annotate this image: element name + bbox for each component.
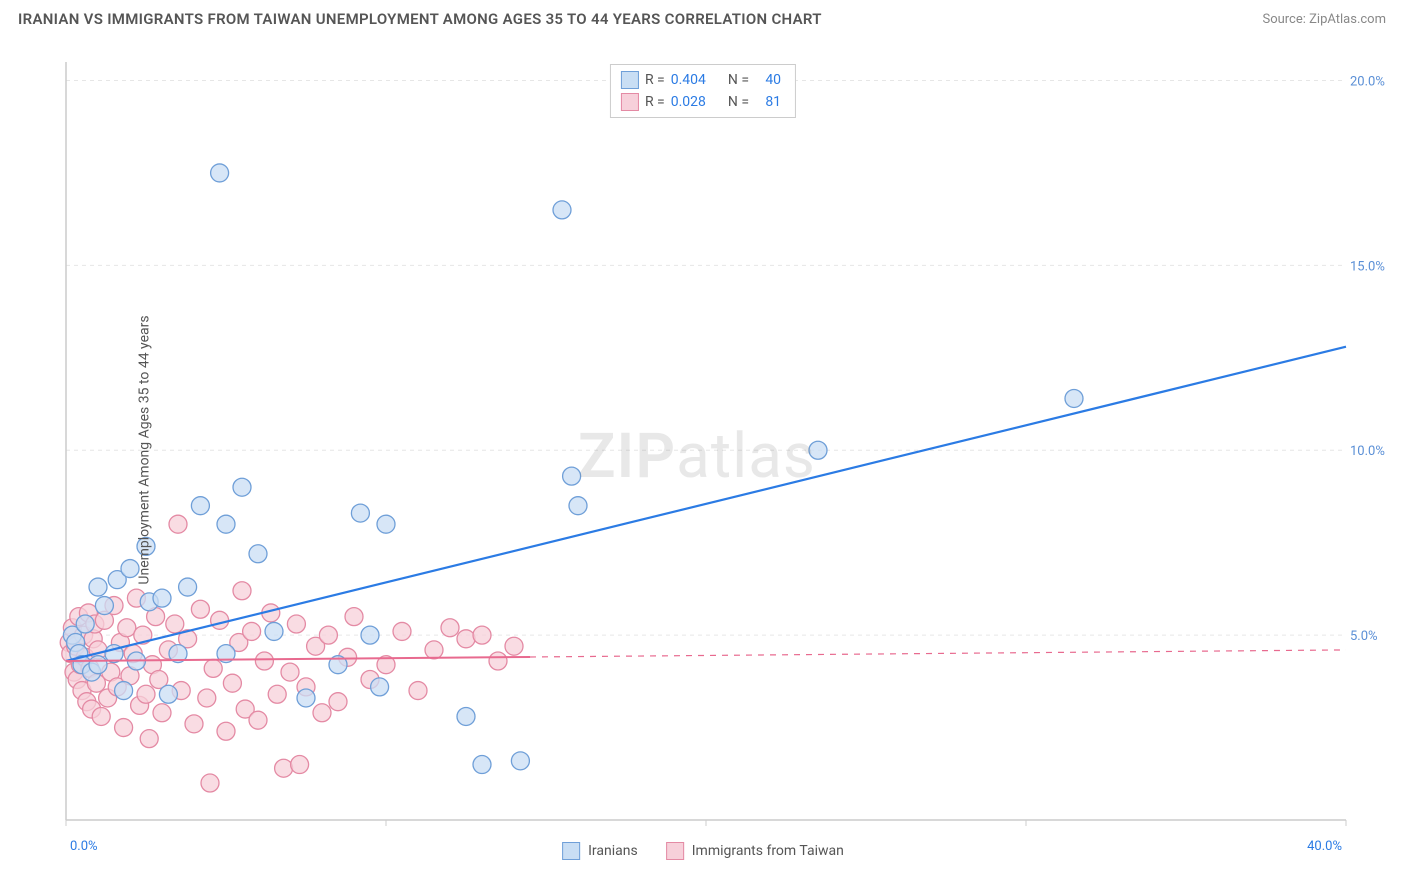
data-point [393,622,411,640]
data-point [473,626,491,644]
r-label: R = [645,91,665,113]
legend-correlation: R = 0.404 N = 40 R = 0.028 N = 81 [610,64,796,118]
data-point [89,578,107,596]
y-tick-label: 15.0% [1350,259,1385,274]
data-point [223,674,241,692]
data-point [166,615,184,633]
data-point [211,611,229,629]
legend-swatch [621,71,639,89]
data-point [409,682,427,700]
legend-swatch [621,93,639,111]
data-point [140,730,158,748]
data-point [217,515,235,533]
data-point [233,478,251,496]
data-point [243,622,261,640]
data-point [511,752,529,770]
data-point [319,626,337,644]
data-point [297,689,315,707]
data-point [265,622,283,640]
data-point [153,589,171,607]
data-point [425,641,443,659]
legend-item: Iranians [562,842,638,860]
data-point [809,441,827,459]
data-point [569,497,587,515]
data-point [329,693,347,711]
data-point [553,201,571,219]
legend-row: R = 0.404 N = 40 [621,69,781,91]
data-point [377,515,395,533]
data-point [249,711,267,729]
data-point [275,759,293,777]
data-point [281,663,299,681]
n-label: N = [728,69,749,91]
chart-title: IRANIAN VS IMMIGRANTS FROM TAIWAN UNEMPL… [18,10,822,28]
legend-label: Iranians [588,843,638,859]
data-point [249,545,267,563]
data-point [313,704,331,722]
data-point [371,678,389,696]
data-point [1065,389,1083,407]
data-point [255,652,273,670]
data-point [92,707,110,725]
data-point [153,704,171,722]
source-label: Source: ZipAtlas.com [1262,12,1386,27]
data-point [563,467,581,485]
x-tick-label: 0.0% [70,839,98,854]
data-point [287,615,305,633]
n-value: 40 [755,69,781,91]
data-point [473,756,491,774]
legend-swatch [666,842,684,860]
legend-label: Immigrants from Taiwan [692,843,844,859]
data-point [115,682,133,700]
data-point [441,619,459,637]
x-tick-label: 40.0% [1307,839,1342,854]
legend-series: Iranians Immigrants from Taiwan [562,842,844,860]
data-point [217,722,235,740]
legend-swatch [562,842,580,860]
data-point [159,685,177,703]
y-tick-label: 5.0% [1350,629,1378,644]
legend-item: Immigrants from Taiwan [666,842,844,860]
data-point [191,600,209,618]
r-value: 0.028 [671,91,706,113]
data-point [351,504,369,522]
data-point [291,756,309,774]
data-point [489,652,507,670]
y-tick-label: 20.0% [1350,74,1385,89]
data-point [204,659,222,677]
data-point [137,685,155,703]
regression-line-dashed [530,650,1346,657]
data-point [191,497,209,515]
chart-area: Unemployment Among Ages 35 to 44 years 5… [18,40,1388,860]
data-point [457,630,475,648]
data-point [115,719,133,737]
data-point [169,515,187,533]
data-point [118,619,136,637]
data-point [268,685,286,703]
regression-line [66,347,1346,661]
data-point [211,164,229,182]
r-label: R = [645,69,665,91]
n-value: 81 [755,91,781,113]
header: IRANIAN VS IMMIGRANTS FROM TAIWAN UNEMPL… [0,0,1406,36]
data-point [233,582,251,600]
data-point [457,707,475,725]
data-point [198,689,216,707]
y-axis-label: Unemployment Among Ages 35 to 44 years [137,315,153,584]
y-tick-label: 10.0% [1350,444,1385,459]
r-value: 0.404 [671,69,706,91]
data-point [89,656,107,674]
data-point [76,615,94,633]
data-point [201,774,219,792]
data-point [179,578,197,596]
scatter-chart: 5.0% 10.0% 15.0% 20.0% 0.0% 40.0% [18,40,1388,860]
data-point [345,608,363,626]
data-point [95,597,113,615]
n-label: N = [728,91,749,113]
legend-row: R = 0.028 N = 81 [621,91,781,113]
data-point [361,626,379,644]
data-point [185,715,203,733]
data-point [505,637,523,655]
